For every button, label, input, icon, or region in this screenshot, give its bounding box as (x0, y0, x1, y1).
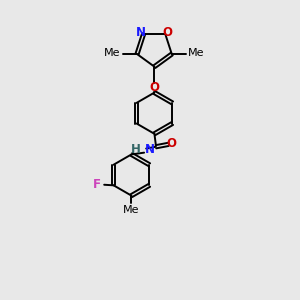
Text: O: O (163, 26, 173, 39)
Text: H: H (131, 142, 141, 156)
Text: N: N (136, 26, 146, 39)
Text: N: N (145, 142, 155, 156)
Text: Me: Me (188, 49, 205, 58)
Text: O: O (166, 137, 176, 150)
Text: Me: Me (104, 49, 121, 58)
Text: O: O (149, 81, 159, 94)
Text: F: F (93, 178, 101, 191)
Text: Me: Me (123, 206, 140, 215)
